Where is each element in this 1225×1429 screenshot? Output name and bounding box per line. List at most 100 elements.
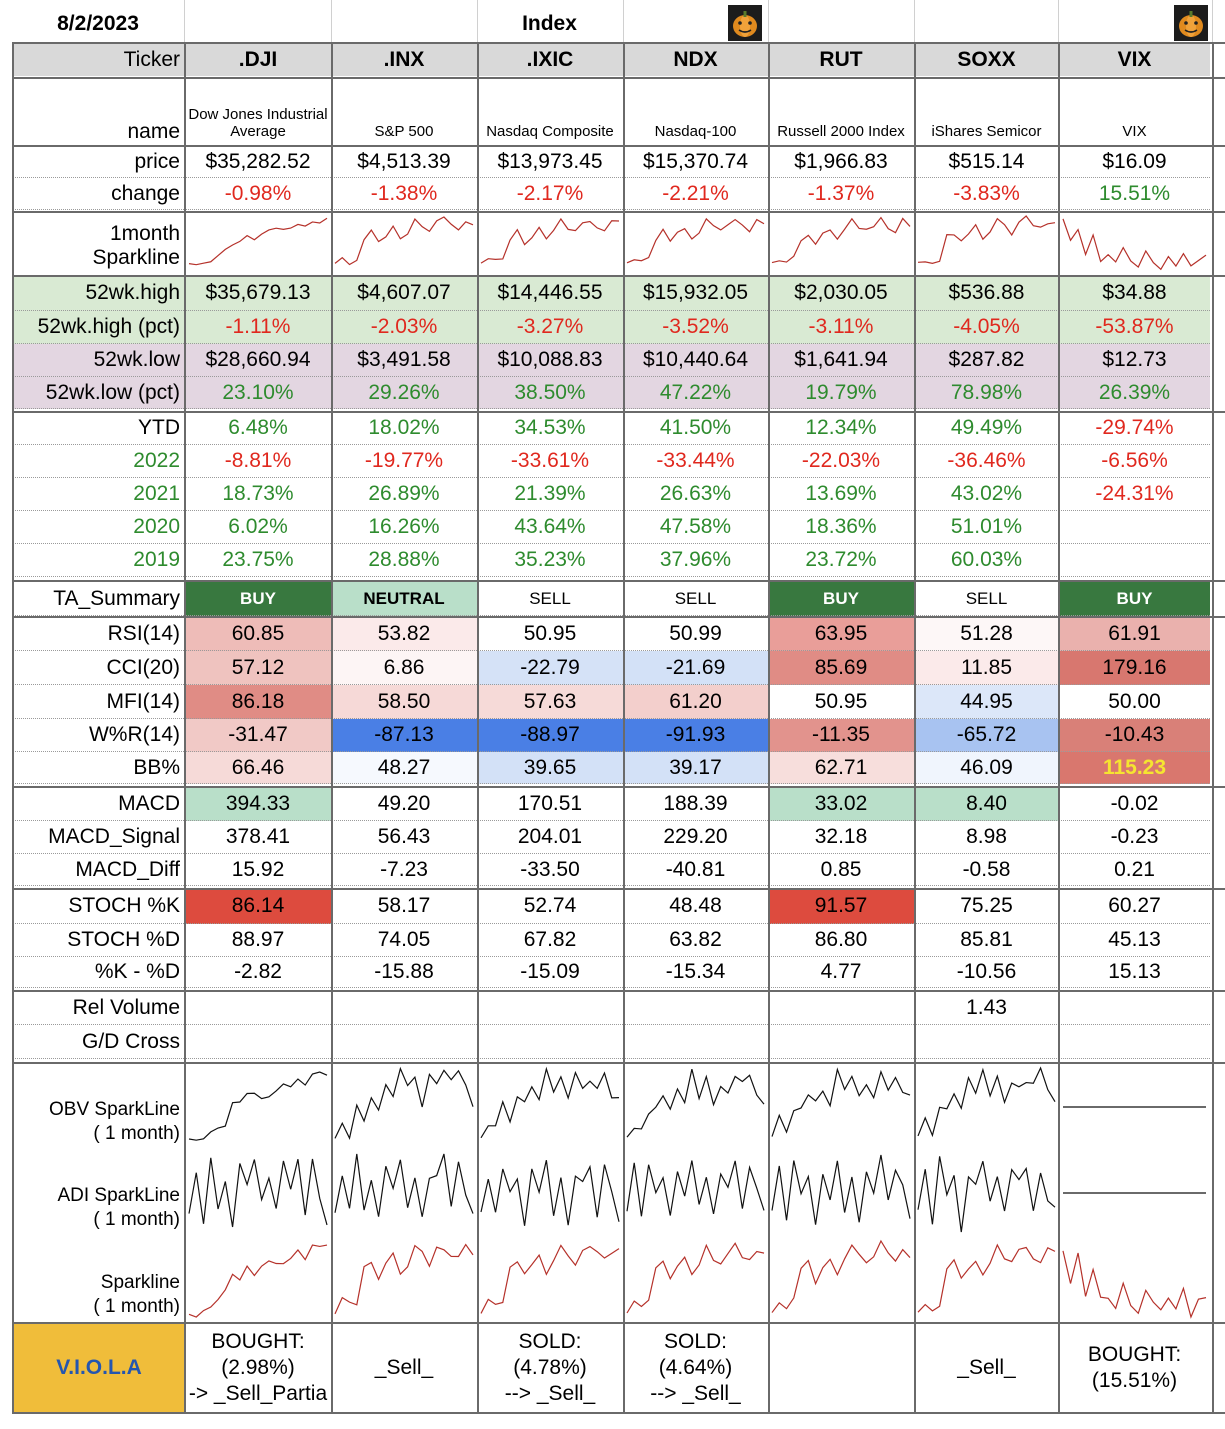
low-value[interactable]: $1,641.94 xyxy=(768,344,914,377)
k-minus-d-label[interactable]: %K - %D xyxy=(12,957,184,988)
date-label[interactable]: 8/2/2023 xyxy=(57,12,139,35)
y2022-value[interactable]: -33.44% xyxy=(623,445,768,478)
cci-value[interactable]: 11.85 xyxy=(914,651,1059,685)
low-value[interactable]: $12.73 xyxy=(1059,344,1210,377)
change-value[interactable]: -1.37% xyxy=(768,178,914,210)
high-value[interactable]: $2,030.05 xyxy=(768,276,914,311)
stoch-k-value[interactable]: 60.27 xyxy=(1059,889,1210,924)
mfi-value[interactable]: 57.63 xyxy=(477,685,623,719)
y2020-label[interactable]: 2020 xyxy=(12,511,184,544)
stoch-k-value[interactable]: 58.17 xyxy=(331,889,477,924)
price-value[interactable]: $4,513.39 xyxy=(331,146,477,178)
viola-label[interactable]: V.I.O.L.A xyxy=(14,1324,184,1412)
ticker-symbol-vix[interactable]: VIX xyxy=(1059,43,1210,76)
y2019-value[interactable]: 28.88% xyxy=(331,544,477,577)
y2022-value[interactable]: -33.61% xyxy=(477,445,623,478)
y2020-value[interactable] xyxy=(1059,511,1210,544)
wr-value[interactable]: -91.93 xyxy=(623,719,768,752)
y2021-value[interactable]: 26.63% xyxy=(623,478,768,511)
y2022-value[interactable]: -22.03% xyxy=(768,445,914,478)
y2020-value[interactable]: 43.64% xyxy=(477,511,623,544)
rel-volume-value[interactable] xyxy=(623,992,768,1025)
macd-signal-value[interactable]: 378.41 xyxy=(185,821,331,854)
y2022-value[interactable]: -6.56% xyxy=(1059,445,1210,478)
rel-volume-value[interactable] xyxy=(331,992,477,1025)
mfi-value[interactable]: 44.95 xyxy=(914,685,1059,719)
stoch-k-label[interactable]: STOCH %K xyxy=(12,889,184,924)
k-minus-d-value[interactable]: -10.56 xyxy=(914,957,1059,988)
y2019-value[interactable]: 23.72% xyxy=(768,544,914,577)
price-value[interactable]: $1,966.83 xyxy=(768,146,914,178)
high-pct-value[interactable]: -4.05% xyxy=(914,311,1059,344)
y2022-value[interactable]: -36.46% xyxy=(914,445,1059,478)
price-value[interactable]: $35,282.52 xyxy=(185,146,331,178)
ticker-symbol-soxx[interactable]: SOXX xyxy=(914,43,1059,76)
macd-signal-value[interactable]: 8.98 xyxy=(914,821,1059,854)
bb-value[interactable]: 48.27 xyxy=(331,752,477,784)
high-value[interactable]: $35,679.13 xyxy=(185,276,331,311)
macd-signal-value[interactable]: 32.18 xyxy=(768,821,914,854)
gd-cross-value[interactable] xyxy=(477,1026,623,1059)
rsi-value[interactable]: 60.85 xyxy=(185,617,331,651)
gd-cross-value[interactable] xyxy=(1059,1026,1210,1059)
stoch-d-value[interactable]: 86.80 xyxy=(768,924,914,957)
viola-value[interactable]: _Sell_ xyxy=(374,1356,434,1379)
wr-value[interactable]: -88.97 xyxy=(477,719,623,752)
y2021-value[interactable]: -24.31% xyxy=(1059,478,1210,511)
stoch-d-value[interactable]: 88.97 xyxy=(185,924,331,957)
rel-volume-label[interactable]: Rel Volume xyxy=(12,992,184,1025)
low-pct-value[interactable]: 38.50% xyxy=(477,377,623,409)
macd-diff-value[interactable]: -7.23 xyxy=(331,854,477,886)
y2020-value[interactable]: 51.01% xyxy=(914,511,1059,544)
stoch-k-value[interactable]: 91.57 xyxy=(768,889,914,924)
macd-value[interactable]: 188.39 xyxy=(623,787,768,821)
ticker-name[interactable]: S&P 500 xyxy=(374,123,434,140)
macd-signal-label[interactable]: MACD_Signal xyxy=(12,821,184,854)
price-value[interactable]: $15,370.74 xyxy=(623,146,768,178)
change-value[interactable]: -1.38% xyxy=(331,178,477,210)
name-label[interactable]: name xyxy=(127,120,180,143)
low-value[interactable]: $10,088.83 xyxy=(477,344,623,377)
ticker-name[interactable]: Dow Jones Industrial Average xyxy=(188,106,328,140)
change-value[interactable]: -0.98% xyxy=(185,178,331,210)
rsi-value[interactable]: 53.82 xyxy=(331,617,477,651)
wr-label[interactable]: W%R(14) xyxy=(12,719,184,752)
bb-value[interactable]: 39.17 xyxy=(623,752,768,784)
rel-volume-value[interactable] xyxy=(1059,992,1210,1025)
macd-signal-value[interactable]: 229.20 xyxy=(623,821,768,854)
bb-value[interactable]: 62.71 xyxy=(768,752,914,784)
stoch-d-label[interactable]: STOCH %D xyxy=(12,924,184,957)
k-minus-d-value[interactable]: 15.13 xyxy=(1059,957,1210,988)
high-pct-value[interactable]: -53.87% xyxy=(1059,311,1210,344)
macd-label[interactable]: MACD xyxy=(12,787,184,821)
k-minus-d-value[interactable]: -2.82 xyxy=(185,957,331,988)
ticker-symbol-ixic[interactable]: .IXIC xyxy=(477,43,623,76)
price-value[interactable]: $16.09 xyxy=(1059,146,1210,178)
viola-value[interactable]: _Sell_ xyxy=(957,1356,1016,1379)
ticker-symbol-ndx[interactable]: NDX xyxy=(623,43,768,76)
ticker-name[interactable]: Russell 2000 Index xyxy=(777,123,905,140)
y2020-value[interactable]: 47.58% xyxy=(623,511,768,544)
low-pct-value[interactable]: 19.79% xyxy=(768,377,914,409)
low-value[interactable]: $28,660.94 xyxy=(185,344,331,377)
gd-cross-value[interactable] xyxy=(768,1026,914,1059)
ta-summary-value[interactable]: SELL xyxy=(914,582,1059,616)
stoch-d-value[interactable]: 85.81 xyxy=(914,924,1059,957)
k-minus-d-value[interactable]: 4.77 xyxy=(768,957,914,988)
macd-value[interactable]: 8.40 xyxy=(914,787,1059,821)
ta-summary-label[interactable]: TA_Summary xyxy=(12,582,184,616)
ticker-name[interactable]: Nasdaq Composite xyxy=(486,123,614,140)
ytd-value[interactable]: -29.74% xyxy=(1059,412,1210,445)
high-value[interactable]: $4,607.07 xyxy=(331,276,477,311)
high-pct-value[interactable]: -3.27% xyxy=(477,311,623,344)
wr-value[interactable]: -87.13 xyxy=(331,719,477,752)
high-pct-label[interactable]: 52wk.high (pct) xyxy=(12,311,184,344)
ta-summary-value[interactable]: NEUTRAL xyxy=(331,582,477,616)
ticker-header[interactable]: Ticker xyxy=(12,43,184,76)
macd-diff-value[interactable]: 15.92 xyxy=(185,854,331,886)
low-pct-label[interactable]: 52wk.low (pct) xyxy=(12,377,184,409)
viola-value[interactable]: BOUGHT: (2.98%) -> _Sell_Partia xyxy=(188,1330,328,1405)
viola-value[interactable]: SOLD: (4.78%) --> _Sell_ xyxy=(504,1330,596,1405)
price-value[interactable]: $515.14 xyxy=(914,146,1059,178)
y2020-value[interactable]: 16.26% xyxy=(331,511,477,544)
